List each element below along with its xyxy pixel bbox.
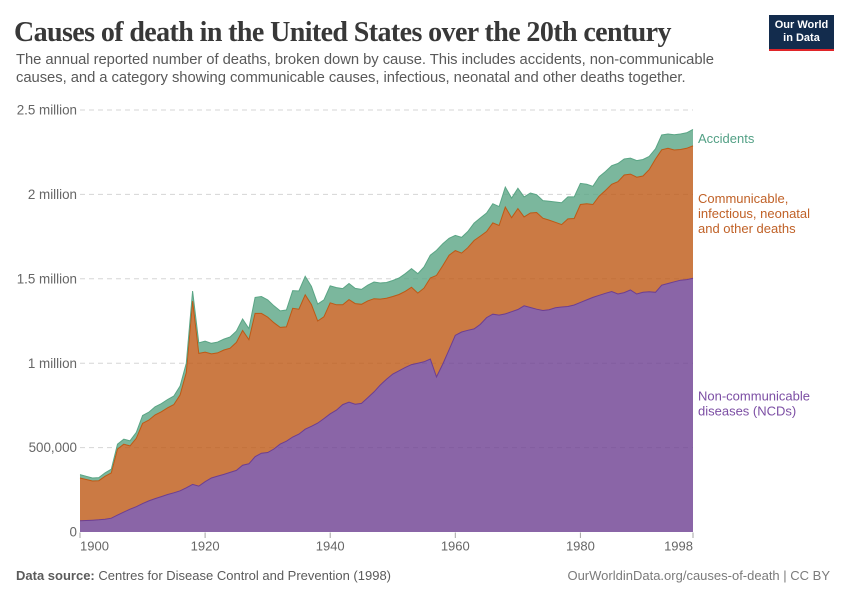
- svg-text:1998: 1998: [664, 539, 693, 554]
- svg-text:Accidents: Accidents: [698, 131, 755, 146]
- svg-text:Non-communicable: Non-communicable: [698, 389, 810, 404]
- svg-text:infectious, neonatal: infectious, neonatal: [698, 206, 810, 221]
- svg-text:and other deaths: and other deaths: [698, 221, 796, 236]
- svg-text:1960: 1960: [441, 539, 470, 554]
- svg-text:Communicable,: Communicable,: [698, 191, 788, 206]
- svg-text:1980: 1980: [566, 539, 595, 554]
- svg-text:diseases (NCDs): diseases (NCDs): [698, 404, 796, 419]
- svg-text:1900: 1900: [80, 539, 109, 554]
- svg-text:2 million: 2 million: [28, 187, 77, 202]
- svg-text:1940: 1940: [316, 539, 345, 554]
- svg-text:1 million: 1 million: [28, 356, 77, 371]
- svg-text:1920: 1920: [191, 539, 220, 554]
- svg-text:0: 0: [70, 525, 77, 540]
- svg-text:1.5 million: 1.5 million: [17, 271, 77, 286]
- svg-text:500,000: 500,000: [29, 440, 77, 455]
- svg-text:2.5 million: 2.5 million: [17, 103, 77, 118]
